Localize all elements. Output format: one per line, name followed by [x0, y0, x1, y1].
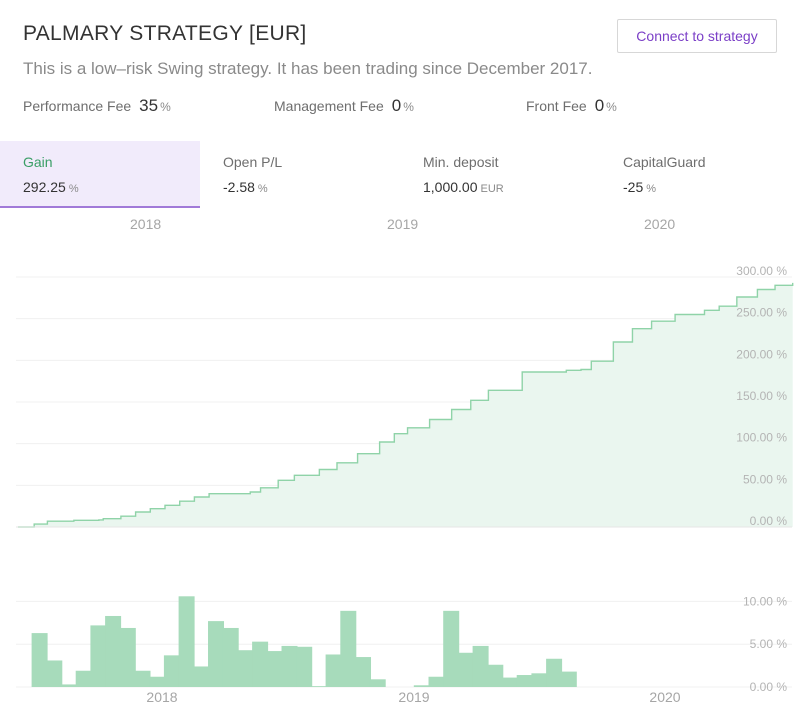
- gain-label: Gain: [23, 154, 53, 170]
- page-subtitle: This is a low–risk Swing strategy. It ha…: [23, 59, 593, 78]
- monthly-gain-bar: [193, 666, 210, 687]
- tab-open-pl[interactable]: Open P/L -2.58%: [200, 141, 400, 208]
- monthly-gain-bar: [46, 660, 63, 687]
- area-y-tick-label: 250.00 %: [736, 306, 787, 320]
- gain-unit: %: [68, 183, 79, 195]
- area-y-tick-label: 300.00 %: [736, 264, 787, 278]
- page-title: PALMARY STRATEGY [EUR]: [23, 22, 307, 45]
- monthly-gain-bar: [531, 673, 548, 687]
- monthly-gain-bar: [252, 641, 269, 687]
- min-deposit-label: Min. deposit: [423, 154, 499, 170]
- monthly-gain-bar: [487, 664, 504, 687]
- capitalguard-value: -25: [623, 179, 644, 195]
- monthly-gain-bar: [75, 670, 92, 687]
- monthly-gain-bar: [546, 658, 563, 687]
- area-y-tick-label: 100.00 %: [736, 431, 787, 445]
- monthly-gain-bar: [355, 657, 372, 687]
- bar-y-tick-label: 5.00 %: [750, 637, 788, 651]
- area-y-tick-label: 0.00 %: [750, 514, 788, 528]
- gain-value: 292.25: [23, 179, 66, 195]
- bar-x-tick-label: 2018: [146, 689, 177, 705]
- monthly-gain-bar: [296, 646, 313, 687]
- year-label-2019-top: 2019: [387, 216, 419, 232]
- capitalguard-label: CapitalGuard: [623, 154, 706, 170]
- performance-fee-value: 35: [139, 96, 159, 115]
- bar-y-tick-label: 0.00 %: [750, 680, 788, 694]
- tab-min-deposit[interactable]: Min. deposit 1,000.00 EUR: [400, 141, 600, 208]
- gain-area-fill: [18, 282, 793, 527]
- monthly-gain-bar: [208, 621, 225, 687]
- performance-fee-label: Performance Fee: [23, 98, 132, 114]
- monthly-gain-bar: [340, 610, 357, 687]
- monthly-gain-bar: [369, 679, 386, 687]
- monthly-gain-bar: [281, 645, 298, 687]
- monthly-gain-bar: [472, 645, 489, 687]
- monthly-gain-bar: [105, 615, 122, 687]
- performance-fee-unit: %: [160, 100, 171, 114]
- min-deposit-value: 1,000.00: [423, 179, 478, 195]
- connect-to-strategy-button[interactable]: Connect to strategy: [617, 19, 777, 53]
- front-fee-label: Front Fee: [526, 98, 587, 114]
- monthly-gain-bar: [222, 627, 239, 687]
- area-y-tick-label: 50.00 %: [743, 472, 787, 486]
- monthly-gain-bar: [266, 651, 283, 687]
- monthly-gain-bar: [237, 650, 254, 687]
- monthly-gain-bar: [31, 633, 48, 687]
- bar-x-tick-label: 2020: [649, 689, 680, 705]
- monthly-gain-bar: [325, 654, 342, 687]
- bar-y-tick-label: 10.00 %: [743, 594, 787, 608]
- gain-line: [18, 282, 794, 528]
- monthly-gain-bar: [163, 655, 180, 687]
- monthly-gain-bar: [428, 676, 445, 687]
- year-label-2020-top: 2020: [644, 216, 676, 232]
- year-label-2018-top: 2018: [130, 216, 162, 232]
- monthly-gain-bar: [310, 686, 327, 687]
- monthly-gain-bar: [134, 670, 151, 687]
- monthly-gain-bar: [516, 675, 533, 687]
- monthly-gain-bar: [413, 685, 430, 687]
- management-fee-unit: %: [403, 100, 414, 114]
- management-fee-value: 0: [391, 96, 402, 115]
- monthly-gain-bar: [457, 652, 474, 687]
- performance-fee: Performance Fee 35%: [23, 96, 171, 116]
- open-pl-unit: %: [257, 183, 268, 195]
- management-fee: Management Fee 0%: [274, 96, 414, 116]
- monthly-gain-bar: [443, 610, 460, 687]
- monthly-gain-bar: [90, 625, 107, 687]
- monthly-gain-bar: [149, 676, 166, 687]
- monthly-gain-bar: [178, 596, 195, 687]
- front-fee-value: 0: [594, 96, 605, 115]
- open-pl-value: -2.58: [223, 179, 255, 195]
- area-y-tick-label: 200.00 %: [736, 347, 787, 361]
- monthly-gain-bar: [502, 677, 519, 687]
- open-pl-label: Open P/L: [223, 154, 283, 170]
- monthly-gain-bar: [560, 671, 577, 687]
- tab-gain[interactable]: Gain 292.25%: [0, 141, 200, 208]
- front-fee: Front Fee 0%: [526, 96, 617, 116]
- management-fee-label: Management Fee: [274, 98, 384, 114]
- tab-capitalguard[interactable]: CapitalGuard -25%: [600, 141, 800, 208]
- monthly-gain-bar: [61, 684, 78, 687]
- area-y-tick-label: 150.00 %: [736, 389, 787, 403]
- min-deposit-unit: EUR: [480, 183, 504, 195]
- capitalguard-unit: %: [646, 183, 657, 195]
- front-fee-unit: %: [606, 100, 617, 114]
- bar-x-tick-label: 2019: [398, 689, 429, 705]
- monthly-gain-bar: [119, 627, 136, 687]
